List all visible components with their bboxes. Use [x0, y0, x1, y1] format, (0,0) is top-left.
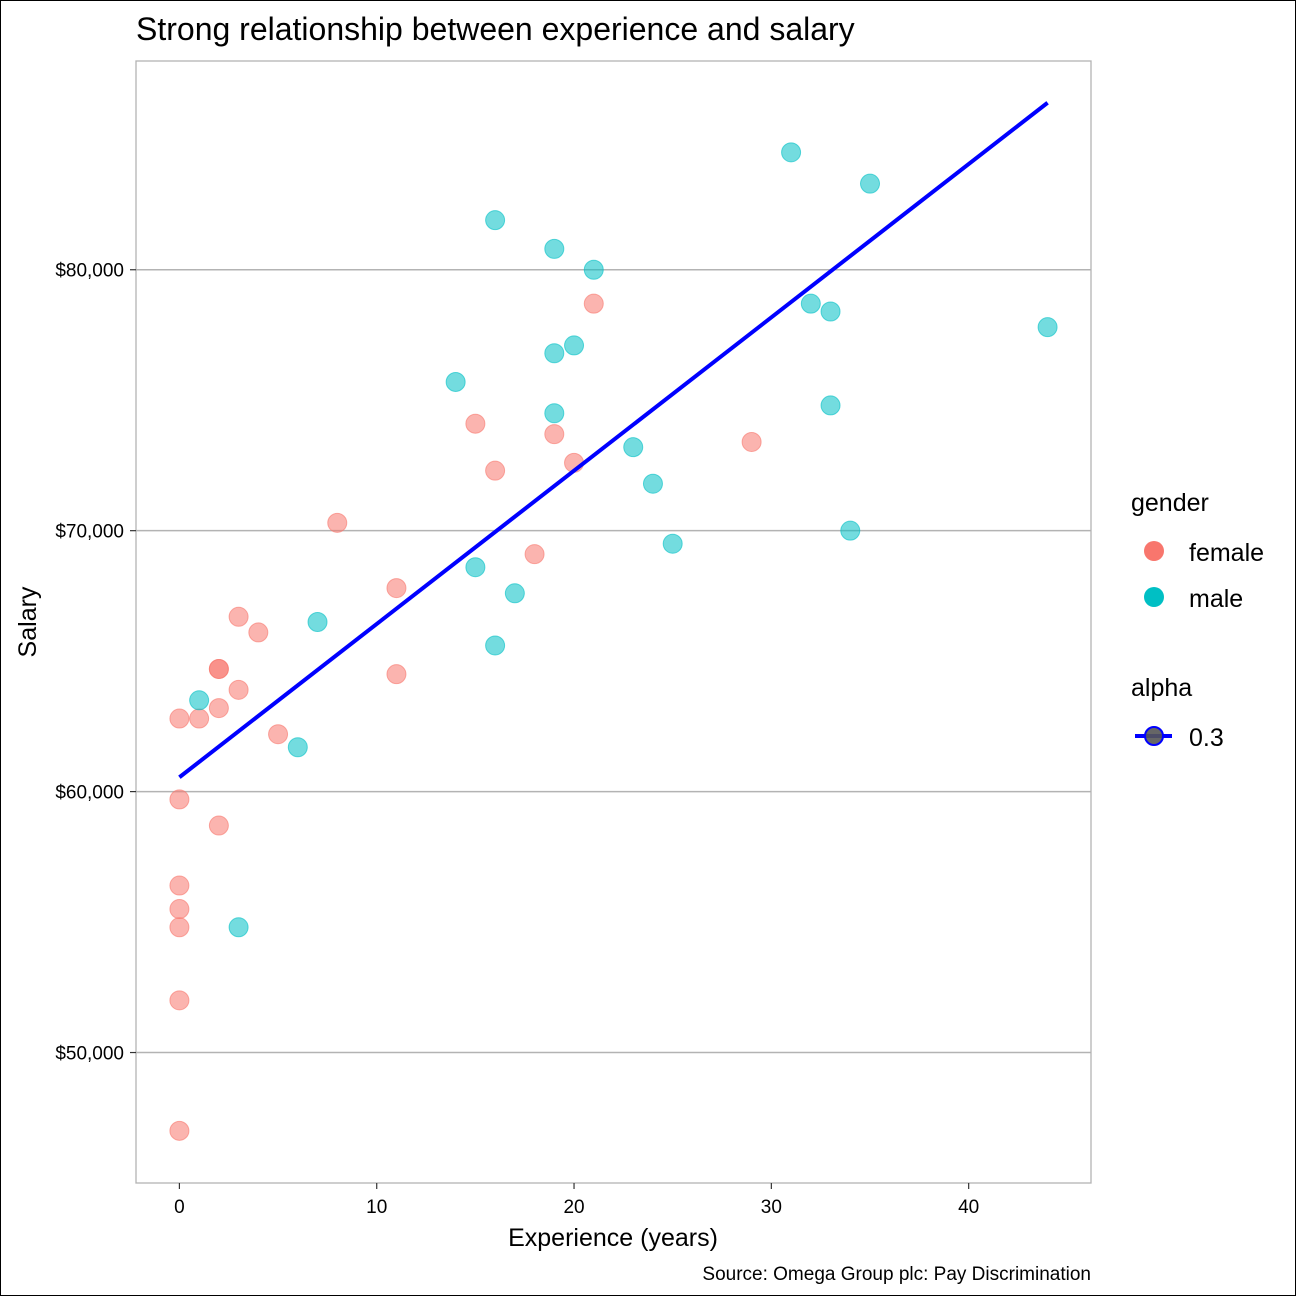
trend-line — [178, 101, 1049, 779]
data-point-female — [583, 293, 604, 314]
data-point-male — [820, 301, 841, 322]
data-point-female — [248, 622, 269, 643]
data-point-male — [485, 635, 506, 656]
data-point-female — [189, 708, 210, 729]
data-point-female — [208, 815, 229, 836]
data-point-female — [208, 658, 229, 679]
data-point-female — [169, 917, 190, 938]
data-point-male — [228, 917, 249, 938]
data-point-female — [544, 424, 565, 445]
data-point-male — [287, 737, 308, 758]
data-point-female — [268, 724, 289, 745]
data-point-female — [485, 460, 506, 481]
data-point-female — [228, 606, 249, 627]
legend-male-key — [1144, 587, 1164, 607]
legend-gender-title: gender — [1131, 489, 1209, 517]
x-tick-label: 0 — [174, 1197, 185, 1218]
legend-alpha-label: 0.3 — [1189, 724, 1224, 752]
data-point-male — [465, 557, 486, 578]
data-point-male — [800, 293, 821, 314]
data-point-female — [169, 875, 190, 896]
y-tick-label: $60,000 — [55, 783, 124, 804]
data-point-female — [524, 544, 545, 565]
data-point-male — [189, 690, 210, 711]
data-point-male — [840, 520, 861, 541]
chart-caption: Source: Omega Group plc: Pay Discriminat… — [702, 1264, 1091, 1285]
data-point-male — [781, 142, 802, 163]
data-point-female — [208, 698, 229, 719]
data-point-female — [741, 431, 762, 452]
data-point-male — [504, 583, 525, 604]
x-tick-label: 20 — [563, 1197, 584, 1218]
legend: gender female male alpha 0.3 — [1131, 489, 1264, 752]
data-point-female — [169, 708, 190, 729]
data-point-male — [1037, 317, 1058, 338]
data-point-female — [169, 1120, 190, 1141]
data-point-female — [327, 512, 348, 533]
data-point-male — [642, 473, 663, 494]
y-axis: $50,000 $60,000 $70,000 $80,000 — [55, 261, 136, 1065]
data-point-male — [307, 612, 328, 632]
chart-title: Strong relationship between experience a… — [136, 11, 855, 47]
data-point-male — [544, 238, 565, 259]
data-point-male — [662, 533, 683, 554]
data-point-male — [623, 437, 644, 458]
data-point-female — [169, 789, 190, 810]
data-point-male — [820, 395, 841, 416]
data-point-female — [386, 664, 407, 685]
data-point-male — [564, 335, 585, 356]
data-point-male — [544, 403, 565, 424]
data-point-male — [485, 210, 506, 231]
legend-alpha-point-key — [1144, 726, 1164, 746]
data-points — [169, 142, 1058, 1141]
legend-female-key — [1144, 541, 1164, 561]
data-point-female — [465, 413, 486, 434]
data-point-female — [386, 578, 407, 599]
legend-alpha-title: alpha — [1131, 674, 1192, 702]
y-axis-label: Salary — [14, 586, 42, 657]
data-point-female — [169, 990, 190, 1011]
legend-male-label: male — [1189, 585, 1243, 613]
x-axis-label: Experience (years) — [508, 1224, 718, 1252]
x-tick-label: 40 — [958, 1197, 979, 1218]
x-tick-label: 30 — [761, 1197, 782, 1218]
data-point-male — [445, 371, 466, 392]
data-point-male — [860, 173, 881, 194]
legend-female-label: female — [1189, 539, 1264, 567]
grid-lines — [136, 268, 1091, 1054]
data-point-male — [583, 259, 604, 280]
y-tick-label: $80,000 — [55, 261, 124, 282]
plot-panel-border — [135, 60, 1092, 1184]
y-tick-label: $70,000 — [55, 522, 124, 543]
data-point-female — [169, 899, 190, 920]
data-point-male — [544, 343, 565, 364]
x-tick-label: 10 — [366, 1197, 387, 1218]
y-tick-label: $50,000 — [55, 1044, 124, 1065]
data-point-female — [228, 679, 249, 700]
x-axis: 0 10 20 30 40 — [174, 1183, 979, 1218]
